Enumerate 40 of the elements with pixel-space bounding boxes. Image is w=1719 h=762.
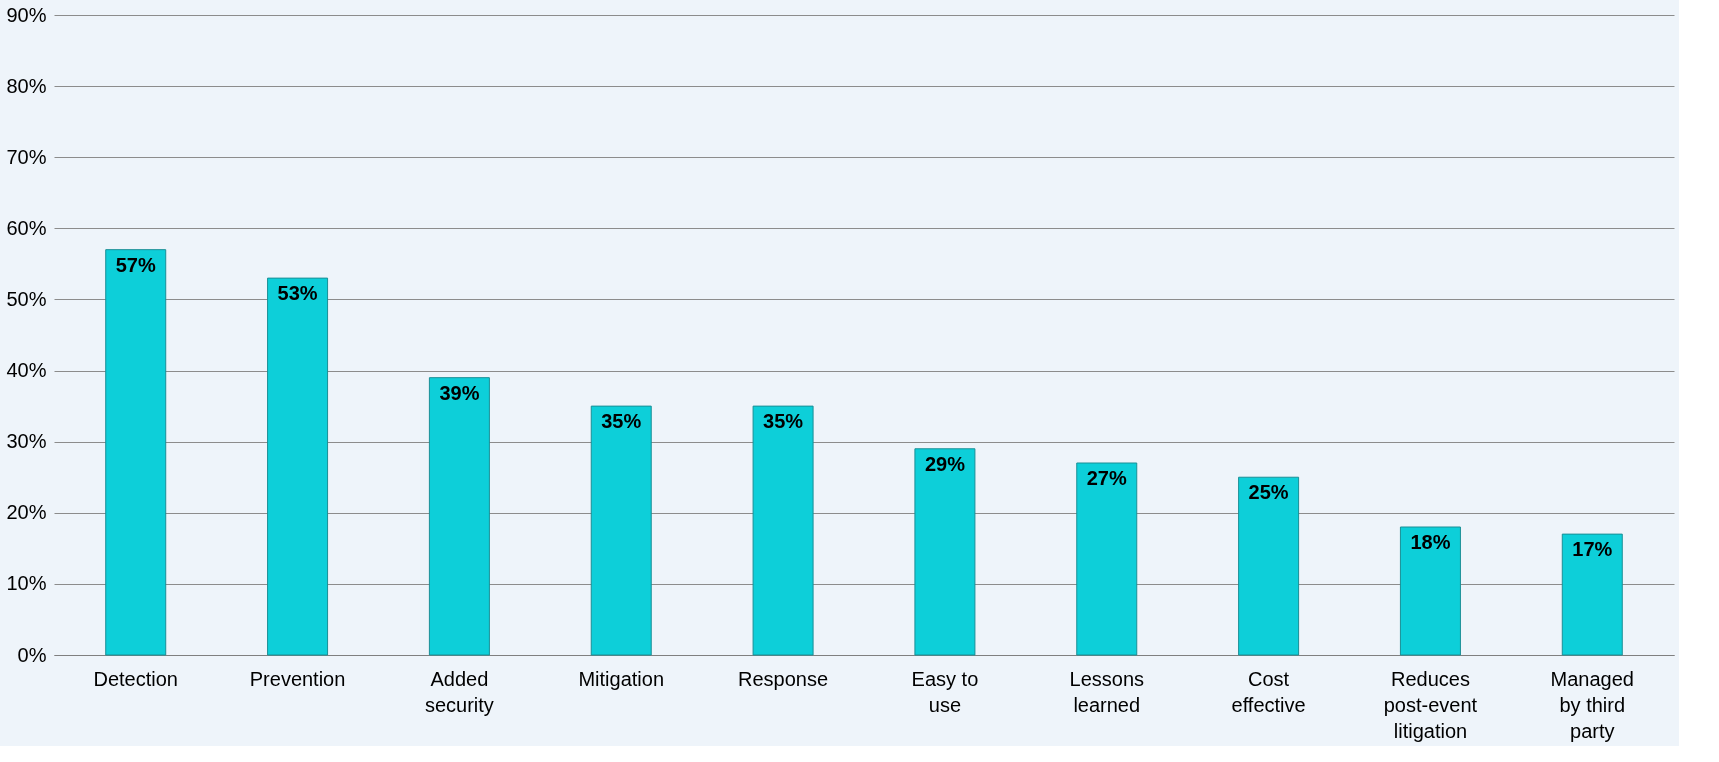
bar bbox=[1238, 476, 1300, 656]
x-tick-label: Managed by third party bbox=[1550, 667, 1634, 742]
y-tick-label: 0% bbox=[17, 643, 47, 666]
y-tick-label: 30% bbox=[6, 430, 47, 453]
x-tick-label: Easy to use bbox=[911, 667, 979, 716]
data-label: 25% bbox=[1248, 481, 1289, 504]
bar bbox=[1399, 526, 1461, 656]
x-tick-label: Response bbox=[738, 667, 829, 690]
bar bbox=[1561, 533, 1623, 656]
y-tick-label: 60% bbox=[6, 216, 47, 239]
y-tick-label: 20% bbox=[6, 501, 47, 524]
data-label: 17% bbox=[1572, 538, 1613, 561]
data-label: 35% bbox=[763, 410, 804, 433]
y-tick-label: 70% bbox=[6, 145, 47, 168]
data-label: 27% bbox=[1086, 467, 1127, 489]
y-tick-label: 40% bbox=[6, 359, 47, 382]
bar bbox=[590, 405, 652, 656]
x-tick-label: Reduces post-event litigation bbox=[1383, 667, 1478, 742]
bar bbox=[914, 448, 976, 656]
x-tick-label: Prevention bbox=[249, 667, 346, 690]
x-tick-label: Cost effective bbox=[1231, 667, 1306, 716]
x-tick-label: Mitigation bbox=[578, 667, 665, 690]
data-label: 53% bbox=[277, 282, 318, 305]
x-tick-label: Lessons learned bbox=[1069, 667, 1145, 716]
y-tick-label: 10% bbox=[6, 572, 47, 595]
bar bbox=[1076, 462, 1138, 656]
data-label: 29% bbox=[924, 452, 966, 475]
data-label: 57% bbox=[115, 253, 156, 276]
x-tick-label: Detection bbox=[93, 667, 178, 690]
y-tick-label: 50% bbox=[6, 287, 47, 310]
bar bbox=[105, 249, 167, 656]
bar bbox=[267, 277, 329, 656]
data-label: 35% bbox=[601, 410, 642, 433]
bar bbox=[752, 405, 814, 656]
x-tick-label: Added security bbox=[424, 667, 494, 716]
bar bbox=[428, 377, 490, 656]
y-tick-label: 90% bbox=[6, 3, 47, 26]
data-label: 39% bbox=[439, 381, 480, 404]
data-label: 18% bbox=[1410, 531, 1451, 553]
y-tick-label: 80% bbox=[6, 74, 47, 97]
